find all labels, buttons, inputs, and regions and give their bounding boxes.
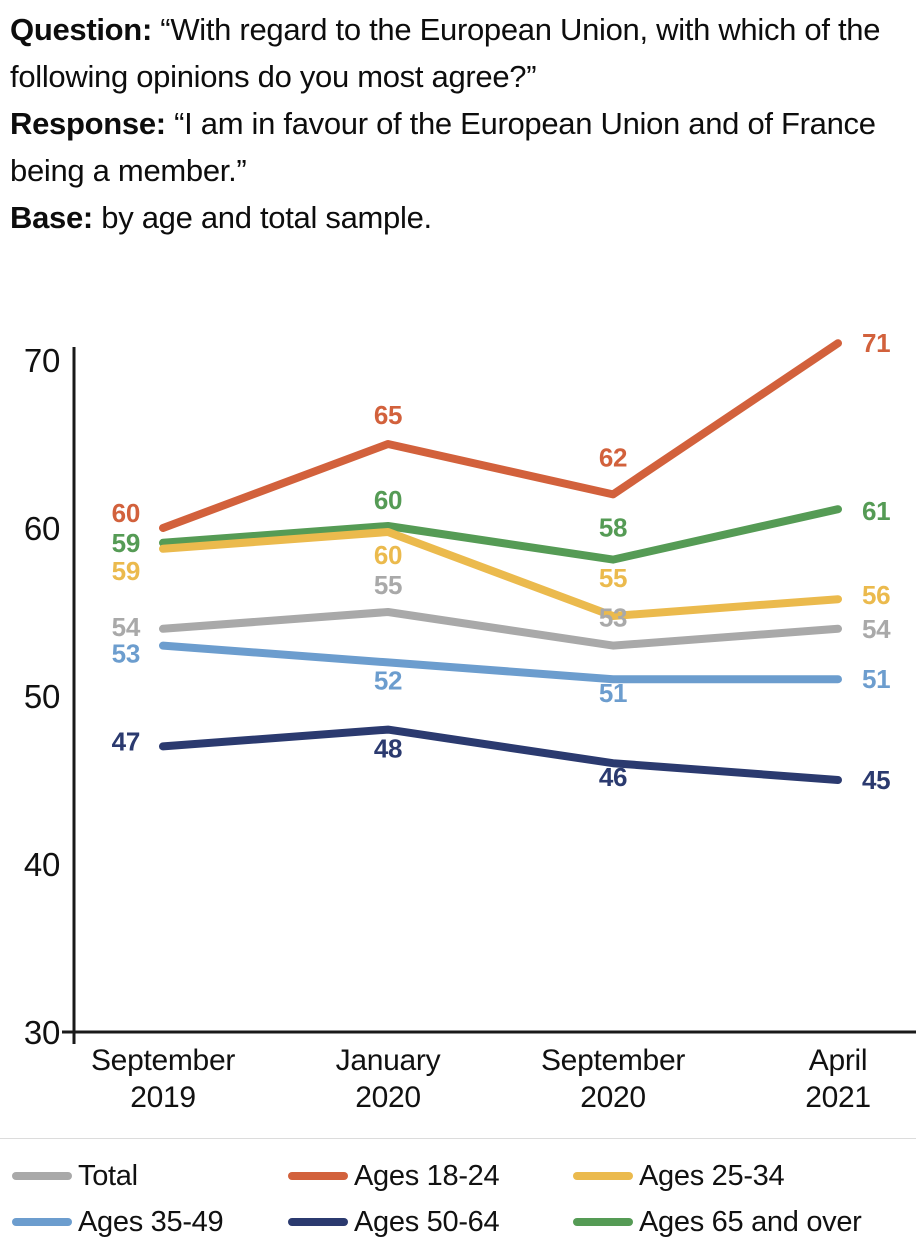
x-category-label: 2019: [130, 1081, 196, 1114]
series-line-ages-35-49: [159, 641, 842, 684]
data-label: 46: [599, 762, 627, 792]
legend-label: Ages 18-24: [354, 1159, 500, 1192]
x-category-label: September: [91, 1044, 235, 1077]
data-label: 48: [374, 734, 402, 764]
response-text: “I am in favour of the European Union an…: [10, 106, 876, 188]
base-text: by age and total sample.: [101, 200, 432, 235]
legend-swatch-ages-25-34: [573, 1172, 633, 1180]
x-category-label: 2020: [580, 1081, 646, 1114]
data-label: 56: [862, 580, 890, 610]
x-category-label: April: [809, 1044, 868, 1077]
series-line-ages-25-34: [159, 528, 842, 620]
x-category-label: 2021: [805, 1081, 871, 1114]
data-label: 52: [374, 665, 402, 695]
series-line-total: [159, 608, 842, 650]
data-label: 47: [112, 726, 140, 756]
legend-label: Ages 25-34: [639, 1159, 785, 1192]
data-label: 59: [112, 528, 140, 558]
y-tick-label: 60: [24, 510, 60, 547]
question-paragraph: Question: “With regard to the European U…: [10, 6, 908, 100]
data-label: 45: [862, 765, 890, 795]
legend-swatch-ages-35-49: [12, 1218, 72, 1226]
legend-swatch-ages-65-and-over: [573, 1218, 633, 1226]
legend-item-ages-65-and-over: Ages 65 and over: [573, 1205, 904, 1239]
data-label: 71: [862, 328, 890, 358]
data-label: 55: [374, 570, 402, 600]
chart-legend: Total Ages 18-24 Ages 25-34 Ages 35-49 A…: [12, 1159, 904, 1239]
chart-area: 70 60 50 40 30 September 2019 January 2020 Septem…: [0, 320, 916, 1130]
x-category-label: 2020: [355, 1081, 421, 1114]
survey-header: Question: “With regard to the European U…: [10, 6, 908, 241]
legend-item-total: Total: [12, 1159, 288, 1193]
legend-divider: [0, 1138, 916, 1139]
y-tick-label: 70: [24, 342, 60, 379]
data-label: 53: [599, 603, 627, 633]
response-paragraph: Response: “I am in favour of the Europea…: [10, 100, 908, 194]
legend-item-ages-35-49: Ages 35-49: [12, 1205, 288, 1239]
line-chart: 70 60 50 40 30 September 2019 January 2020 Septem…: [24, 328, 916, 1114]
series-line-ages-18-24: [159, 339, 842, 532]
base-label: Base:: [10, 200, 93, 235]
data-label: 58: [599, 513, 627, 543]
legend-item-ages-50-64: Ages 50-64: [288, 1205, 573, 1239]
data-label: 60: [374, 485, 402, 515]
legend-swatch-ages-50-64: [288, 1218, 348, 1226]
data-label: 51: [599, 678, 627, 708]
data-label: 59: [112, 556, 140, 586]
data-label: 51: [862, 664, 890, 694]
y-tick-label: 50: [24, 678, 60, 715]
series-line-ages-50-64: [159, 725, 842, 784]
legend-swatch-ages-18-24: [288, 1172, 348, 1180]
data-label: 54: [862, 614, 891, 644]
data-label: 62: [599, 442, 627, 472]
legend-item-ages-25-34: Ages 25-34: [573, 1159, 904, 1193]
data-label: 60: [374, 540, 402, 570]
legend-swatch-total: [12, 1172, 72, 1180]
response-label: Response:: [10, 106, 166, 141]
data-label: 54: [112, 612, 141, 642]
data-label: 60: [112, 498, 140, 528]
y-tick-label: 30: [24, 1014, 60, 1051]
data-label: 61: [862, 496, 890, 526]
legend-item-ages-18-24: Ages 18-24: [288, 1159, 573, 1193]
data-label: 53: [112, 639, 140, 669]
legend-label: Ages 65 and over: [639, 1205, 862, 1238]
series-line-ages-65-and-over: [159, 505, 842, 564]
legend-label: Total: [78, 1159, 138, 1192]
y-tick-label: 40: [24, 846, 60, 883]
question-label: Question:: [10, 12, 152, 47]
x-category-label: January: [336, 1044, 441, 1077]
legend-label: Ages 50-64: [354, 1205, 500, 1238]
x-category-label: September: [541, 1044, 685, 1077]
base-paragraph: Base: by age and total sample.: [10, 194, 908, 241]
data-label: 65: [374, 400, 402, 430]
legend-label: Ages 35-49: [78, 1205, 224, 1238]
question-text: “With regard to the European Union, with…: [10, 12, 881, 94]
data-label: 55: [599, 563, 627, 593]
